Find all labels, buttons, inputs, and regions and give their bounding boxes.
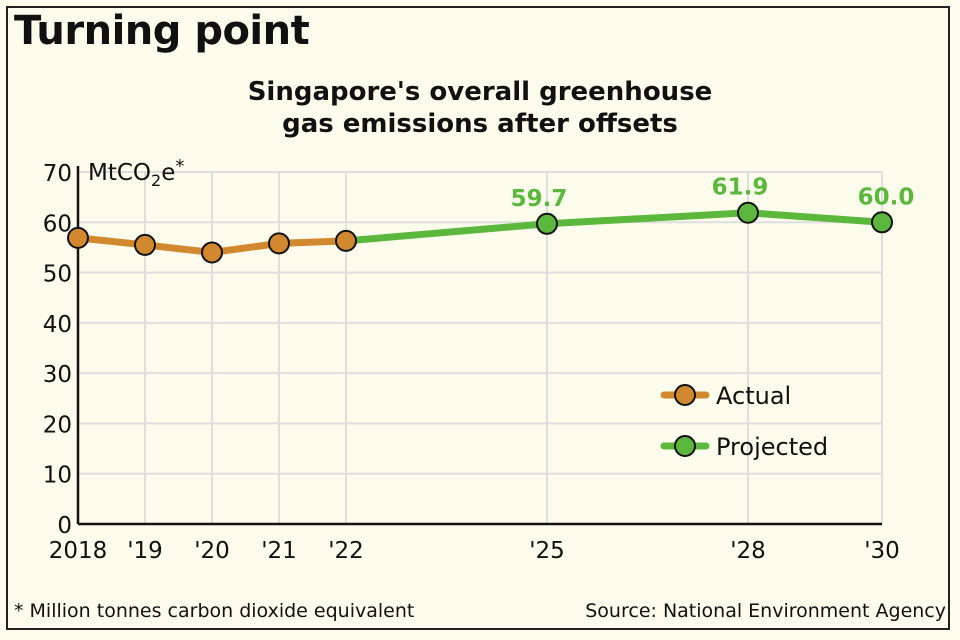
- y-tick-label: 60: [43, 211, 72, 237]
- actual-data-point: [201, 241, 223, 264]
- legend-actual-label: Actual: [716, 382, 791, 410]
- data-value-label: 61.9: [712, 175, 769, 201]
- y-axis-unit-label: MtCO2e*: [88, 156, 184, 190]
- actual-data-point: [67, 226, 89, 249]
- data-value-label: 59.7: [511, 186, 568, 212]
- data-value-label: 60.0: [858, 184, 915, 210]
- x-tick-label: '30: [864, 538, 900, 564]
- source-note: Source: National Environment Agency: [585, 600, 946, 622]
- x-tick-label: '22: [328, 538, 364, 564]
- unit-footnote: * Million tonnes carbon dioxide equivale…: [14, 600, 415, 622]
- x-tick-label: '20: [194, 538, 230, 564]
- legend-actual-swatch-marker: [674, 384, 696, 406]
- chart-subtitle: Singapore's overall greenhouse gas emiss…: [0, 76, 960, 140]
- legend-projected-label: Projected: [716, 433, 828, 461]
- y-tick-label: 30: [43, 362, 72, 388]
- projected-data-point: [871, 211, 893, 234]
- subtitle-line-2: gas emissions after offsets: [282, 109, 678, 139]
- projected-data-point: [737, 201, 759, 224]
- y-tick-label: 0: [57, 513, 72, 539]
- y-tick-label: 40: [43, 312, 72, 338]
- actual-data-point: [268, 232, 290, 255]
- x-tick-label: '28: [730, 538, 766, 564]
- x-tick-label: '19: [127, 538, 163, 564]
- subtitle-line-1: Singapore's overall greenhouse: [247, 77, 713, 107]
- projected-data-point: [536, 212, 558, 235]
- y-tick-label: 20: [43, 412, 72, 438]
- projected-line: [342, 209, 886, 245]
- y-tick-label: 50: [43, 262, 72, 288]
- y-tick-label: 10: [43, 463, 72, 489]
- actual-data-point: [134, 233, 156, 256]
- x-tick-label: '21: [261, 538, 297, 564]
- page-title: Turning point: [14, 8, 310, 54]
- legend-projected-swatch-marker: [674, 435, 696, 457]
- x-tick-label: 2018: [49, 538, 108, 564]
- chart-frame: [6, 6, 950, 630]
- x-tick-label: '25: [529, 538, 565, 564]
- actual-data-point: [335, 229, 357, 252]
- y-tick-label: 70: [43, 161, 72, 187]
